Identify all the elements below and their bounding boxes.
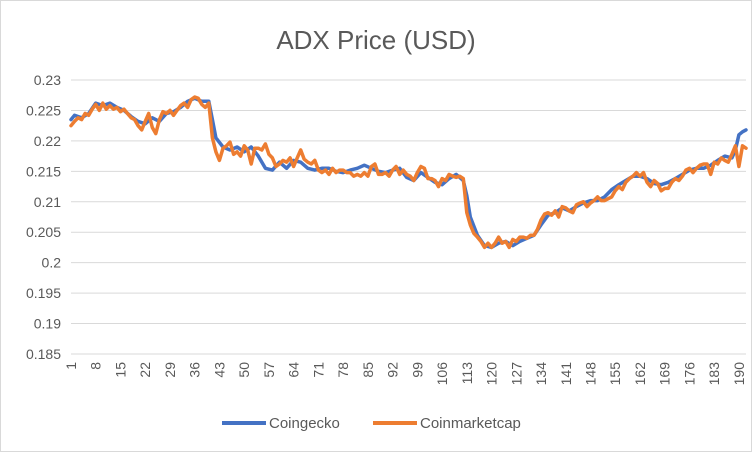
x-tick-label: 92 [385, 362, 401, 378]
x-tick-label: 1 [63, 362, 79, 370]
gridlines [71, 79, 746, 355]
x-tick-label: 120 [484, 362, 500, 386]
x-axis: 1 8 15 22 29 36 43 50 57 64 71 78 85 92 99 106 113 120 127… [63, 362, 747, 386]
y-tick-label: 0.23 [34, 72, 61, 88]
x-tick-label: 43 [211, 362, 227, 378]
x-tick-label: 15 [112, 362, 128, 378]
chart-title: ADX Price (USD) [276, 25, 475, 55]
x-tick-label: 57 [261, 362, 277, 378]
y-tick-label: 0.215 [26, 163, 61, 179]
x-tick-label: 78 [335, 362, 351, 378]
x-tick-label: 8 [88, 362, 104, 370]
x-tick-label: 71 [310, 362, 326, 378]
y-tick-label: 0.195 [26, 285, 61, 301]
y-tick-label: 0.21 [34, 194, 61, 210]
x-tick-label: 29 [162, 362, 178, 378]
x-tick-label: 148 [583, 362, 599, 386]
x-tick-label: 169 [657, 362, 673, 386]
series-lines [69, 95, 748, 250]
y-tick-label: 0.185 [26, 346, 61, 362]
x-tick-label: 106 [434, 362, 450, 386]
y-tick-label: 0.19 [34, 316, 61, 332]
y-tick-label: 0.22 [34, 133, 61, 149]
x-tick-label: 190 [731, 362, 747, 386]
y-tick-label: 0.225 [26, 102, 61, 118]
x-tick-label: 134 [533, 362, 549, 386]
x-tick-label: 183 [706, 362, 722, 386]
x-tick-label: 50 [236, 362, 252, 378]
y-axis: 0.185 0.19 0.195 0.2 0.205 0.21 0.215 0.22 0.225… [26, 72, 61, 362]
x-tick-label: 99 [409, 362, 425, 378]
x-tick-label: 22 [137, 362, 153, 378]
x-tick-label: 162 [632, 362, 648, 386]
x-tick-label: 141 [558, 362, 574, 386]
x-tick-label: 155 [607, 362, 623, 386]
x-tick-label: 85 [360, 362, 376, 378]
x-tick-label: 176 [681, 362, 697, 386]
legend-label: Coinmarketcap [420, 415, 521, 432]
x-tick-label: 36 [187, 362, 203, 378]
legend: Coingecko Coinmarketcap [222, 415, 521, 432]
y-tick-label: 0.205 [26, 224, 61, 240]
x-tick-label: 113 [459, 362, 475, 385]
x-tick-label: 127 [508, 362, 524, 386]
legend-label: Coingecko [269, 415, 340, 432]
y-tick-label: 0.2 [42, 255, 62, 271]
series-line-coinmarketcap [69, 95, 748, 250]
x-tick-label: 64 [286, 362, 302, 378]
